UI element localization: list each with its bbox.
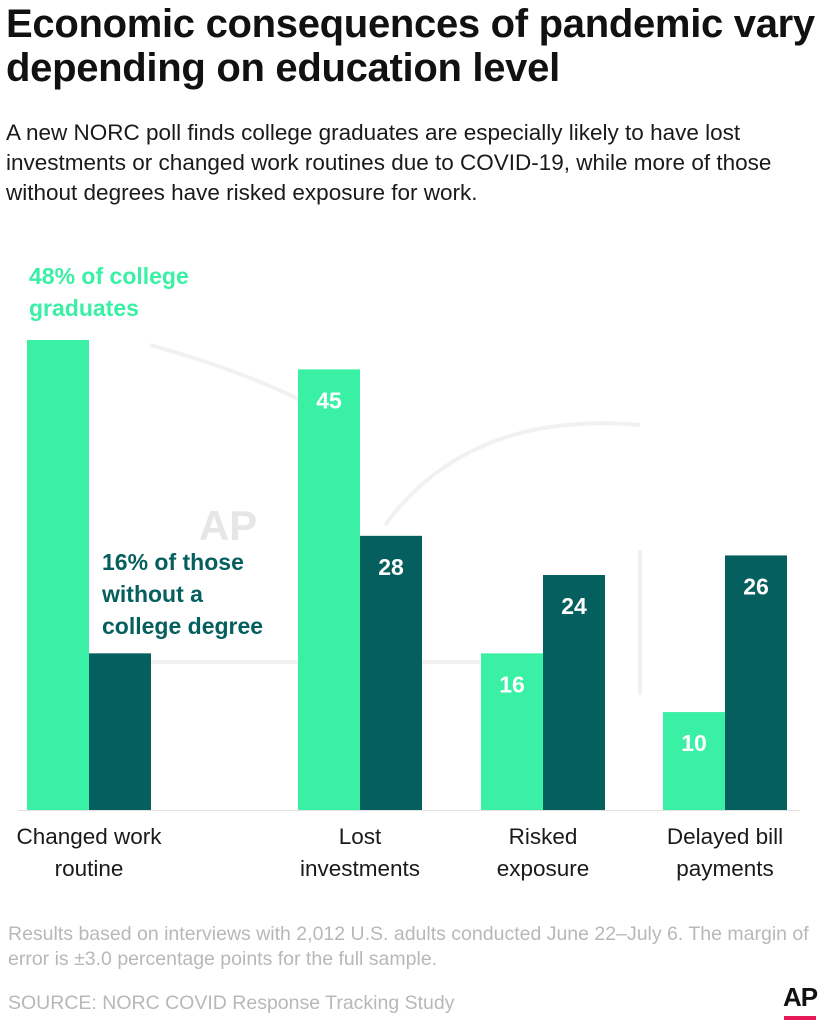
watermark-swoosh-top — [149, 343, 301, 402]
bar-series2-3 — [543, 575, 605, 810]
series-annotation: 16% of those without a college degree — [101, 549, 263, 639]
watermark-ap-text: AP — [199, 502, 257, 549]
category-label-line: Delayed bill — [667, 824, 783, 849]
series-annotation-line: college degree — [102, 613, 263, 639]
bar-series1-1 — [27, 340, 89, 810]
data-label: 16 — [499, 671, 525, 697]
bar-series1-4 — [663, 712, 725, 810]
bar-series2-4 — [725, 555, 787, 810]
series-annotation-line: 16% of those — [102, 549, 244, 575]
bar-series1-3 — [481, 653, 543, 810]
series-annotation-line: graduates — [29, 295, 139, 321]
ap-logo-underline — [784, 1016, 816, 1020]
data-label: 45 — [316, 387, 342, 413]
bar-series1-2 — [298, 369, 360, 810]
source-credit: SOURCE: NORC COVID Response Tracking Stu… — [8, 992, 455, 1014]
data-label: 26 — [743, 573, 769, 599]
chart-title: Economic consequences of pandemic vary d… — [6, 2, 815, 90]
data-label: 10 — [681, 730, 707, 756]
category-label-line: exposure — [497, 856, 590, 881]
ap-logo-text: AP — [782, 982, 818, 1012]
category-label-line: Changed work — [16, 824, 162, 849]
watermark-swoosh-arc — [383, 421, 641, 527]
category-label-line: Lost — [339, 824, 382, 849]
series-annotation: 48% of college graduates — [29, 263, 189, 321]
bar-series2-1 — [89, 653, 151, 810]
category-label: Delayed bill payments — [667, 824, 783, 881]
category-label: Changed work routine — [16, 824, 162, 881]
ap-logo: AP — [780, 982, 820, 1022]
bar-series2-2 — [360, 535, 422, 810]
bar-chart: AP 45 16 10 28 24 26 Changed work routine Lost inv… — [16, 263, 800, 881]
category-label-line: payments — [676, 856, 774, 881]
chart-subtitle: A new NORC poll finds college graduates … — [6, 120, 772, 205]
category-label-line: investments — [300, 856, 420, 881]
category-label: Lost investments — [300, 824, 420, 881]
series-annotation-line: 48% of college — [29, 263, 189, 289]
data-label: 24 — [561, 593, 587, 619]
category-label: Risked exposure — [497, 824, 590, 881]
category-label-line: Risked — [509, 824, 578, 849]
methodology-note: Results based on interviews with 2,012 U… — [8, 923, 809, 970]
category-label-line: routine — [55, 856, 124, 881]
data-label: 28 — [378, 554, 404, 580]
series-annotation-line: without a — [101, 581, 203, 607]
